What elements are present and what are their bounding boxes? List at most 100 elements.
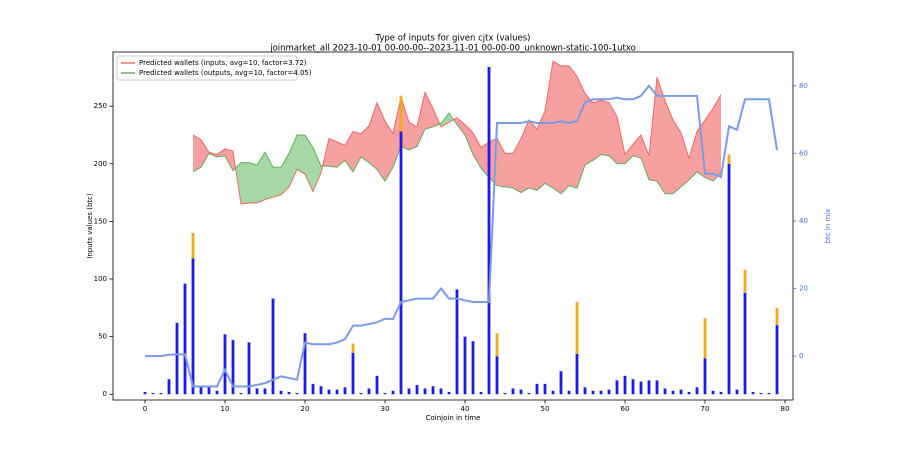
fill-band	[513, 138, 521, 193]
bar	[175, 322, 179, 395]
fill-band	[257, 152, 265, 203]
bar	[383, 393, 387, 395]
bar	[743, 269, 747, 293]
fill-band	[609, 102, 617, 164]
bar	[351, 343, 355, 353]
x-tick-label: 20	[301, 405, 310, 413]
fill-band	[705, 108, 713, 182]
fill-band	[601, 100, 609, 156]
fill-band	[441, 113, 449, 127]
fill-band	[641, 134, 649, 180]
chart-subtitle: joinmarket_all 2023-10-01 00-00-00--2023…	[269, 44, 636, 54]
fill-band	[625, 144, 633, 164]
fill-band	[401, 96, 409, 150]
bar	[551, 390, 555, 395]
legend-label: Predicted wallets (outputs, avg=10, fact…	[139, 69, 312, 77]
x-tick-label: 80	[781, 405, 790, 413]
bar	[767, 393, 771, 395]
fill-band	[273, 167, 281, 198]
y-tick-label: 50	[98, 333, 107, 341]
bar	[543, 383, 547, 395]
bar	[655, 380, 659, 395]
bar	[255, 388, 259, 395]
x-tick-label: 30	[381, 405, 390, 413]
bar	[287, 391, 291, 395]
bar	[191, 232, 195, 259]
fill-band	[545, 61, 553, 188]
fill-band	[425, 92, 433, 130]
plot-frame	[112, 51, 794, 401]
fill-band	[369, 102, 377, 170]
bar	[215, 390, 219, 395]
fill-band	[673, 119, 681, 194]
fill-band	[529, 119, 537, 191]
bar	[495, 356, 499, 395]
x-tick-label: 60	[621, 405, 630, 413]
bar	[567, 390, 571, 395]
y-tick-label: 200	[94, 160, 107, 168]
y-axis-label: Inputs values (btc)	[86, 193, 94, 259]
bar	[159, 393, 163, 395]
bar	[495, 333, 499, 357]
fill-band	[537, 110, 545, 191]
y-tick-label: 0	[103, 390, 107, 398]
bar	[295, 393, 299, 395]
fill-band	[585, 93, 593, 165]
bar	[399, 95, 403, 132]
bar	[695, 387, 699, 395]
bar	[191, 258, 195, 395]
y2-tick-label: 60	[799, 149, 808, 157]
fill-band	[337, 141, 345, 168]
bar	[327, 389, 331, 395]
bar	[455, 289, 459, 395]
line-btc-in-mix	[145, 84, 778, 388]
bar	[375, 375, 379, 395]
bar	[343, 387, 347, 395]
bar	[727, 154, 731, 164]
y2-tick-label: 20	[799, 285, 808, 293]
fill-band	[681, 132, 689, 187]
fill-band	[465, 124, 473, 155]
bar	[511, 388, 515, 395]
y2-tick-label: 80	[799, 82, 808, 90]
fill-band	[385, 121, 393, 182]
fill-band	[689, 131, 697, 180]
fill-band	[361, 125, 369, 163]
fill-band	[473, 132, 481, 169]
bar	[479, 391, 483, 395]
fill-band	[193, 134, 201, 172]
x-tick-label: 10	[221, 405, 230, 413]
bar	[439, 388, 443, 395]
fill-band	[481, 141, 489, 178]
legend-label: Predicted wallets (inputs, avg=10, facto…	[139, 59, 307, 67]
bar	[759, 393, 763, 395]
bar	[391, 390, 395, 395]
x-tick-label: 70	[701, 405, 710, 413]
y2-tick-label: 0	[799, 352, 803, 360]
fill-band	[553, 61, 561, 194]
bar	[167, 379, 171, 395]
bar	[631, 379, 635, 395]
bar	[207, 387, 211, 395]
bar	[575, 353, 579, 395]
bar	[143, 391, 147, 395]
fill-band	[505, 153, 513, 188]
fill-band	[665, 100, 673, 194]
bar	[535, 383, 539, 395]
bar	[415, 385, 419, 395]
bar	[279, 390, 283, 395]
bar	[183, 283, 187, 395]
bar	[559, 371, 563, 395]
legend-box	[116, 55, 298, 81]
bar	[623, 375, 627, 395]
bar	[463, 336, 467, 395]
bar	[575, 302, 579, 354]
fill-band	[297, 134, 305, 175]
bar	[727, 163, 731, 395]
y2-axis-label: btc in mix	[824, 209, 832, 244]
fill-band	[377, 102, 385, 182]
fill-band	[713, 94, 721, 182]
bar	[151, 393, 155, 395]
bar	[231, 340, 235, 395]
bar	[263, 388, 267, 395]
